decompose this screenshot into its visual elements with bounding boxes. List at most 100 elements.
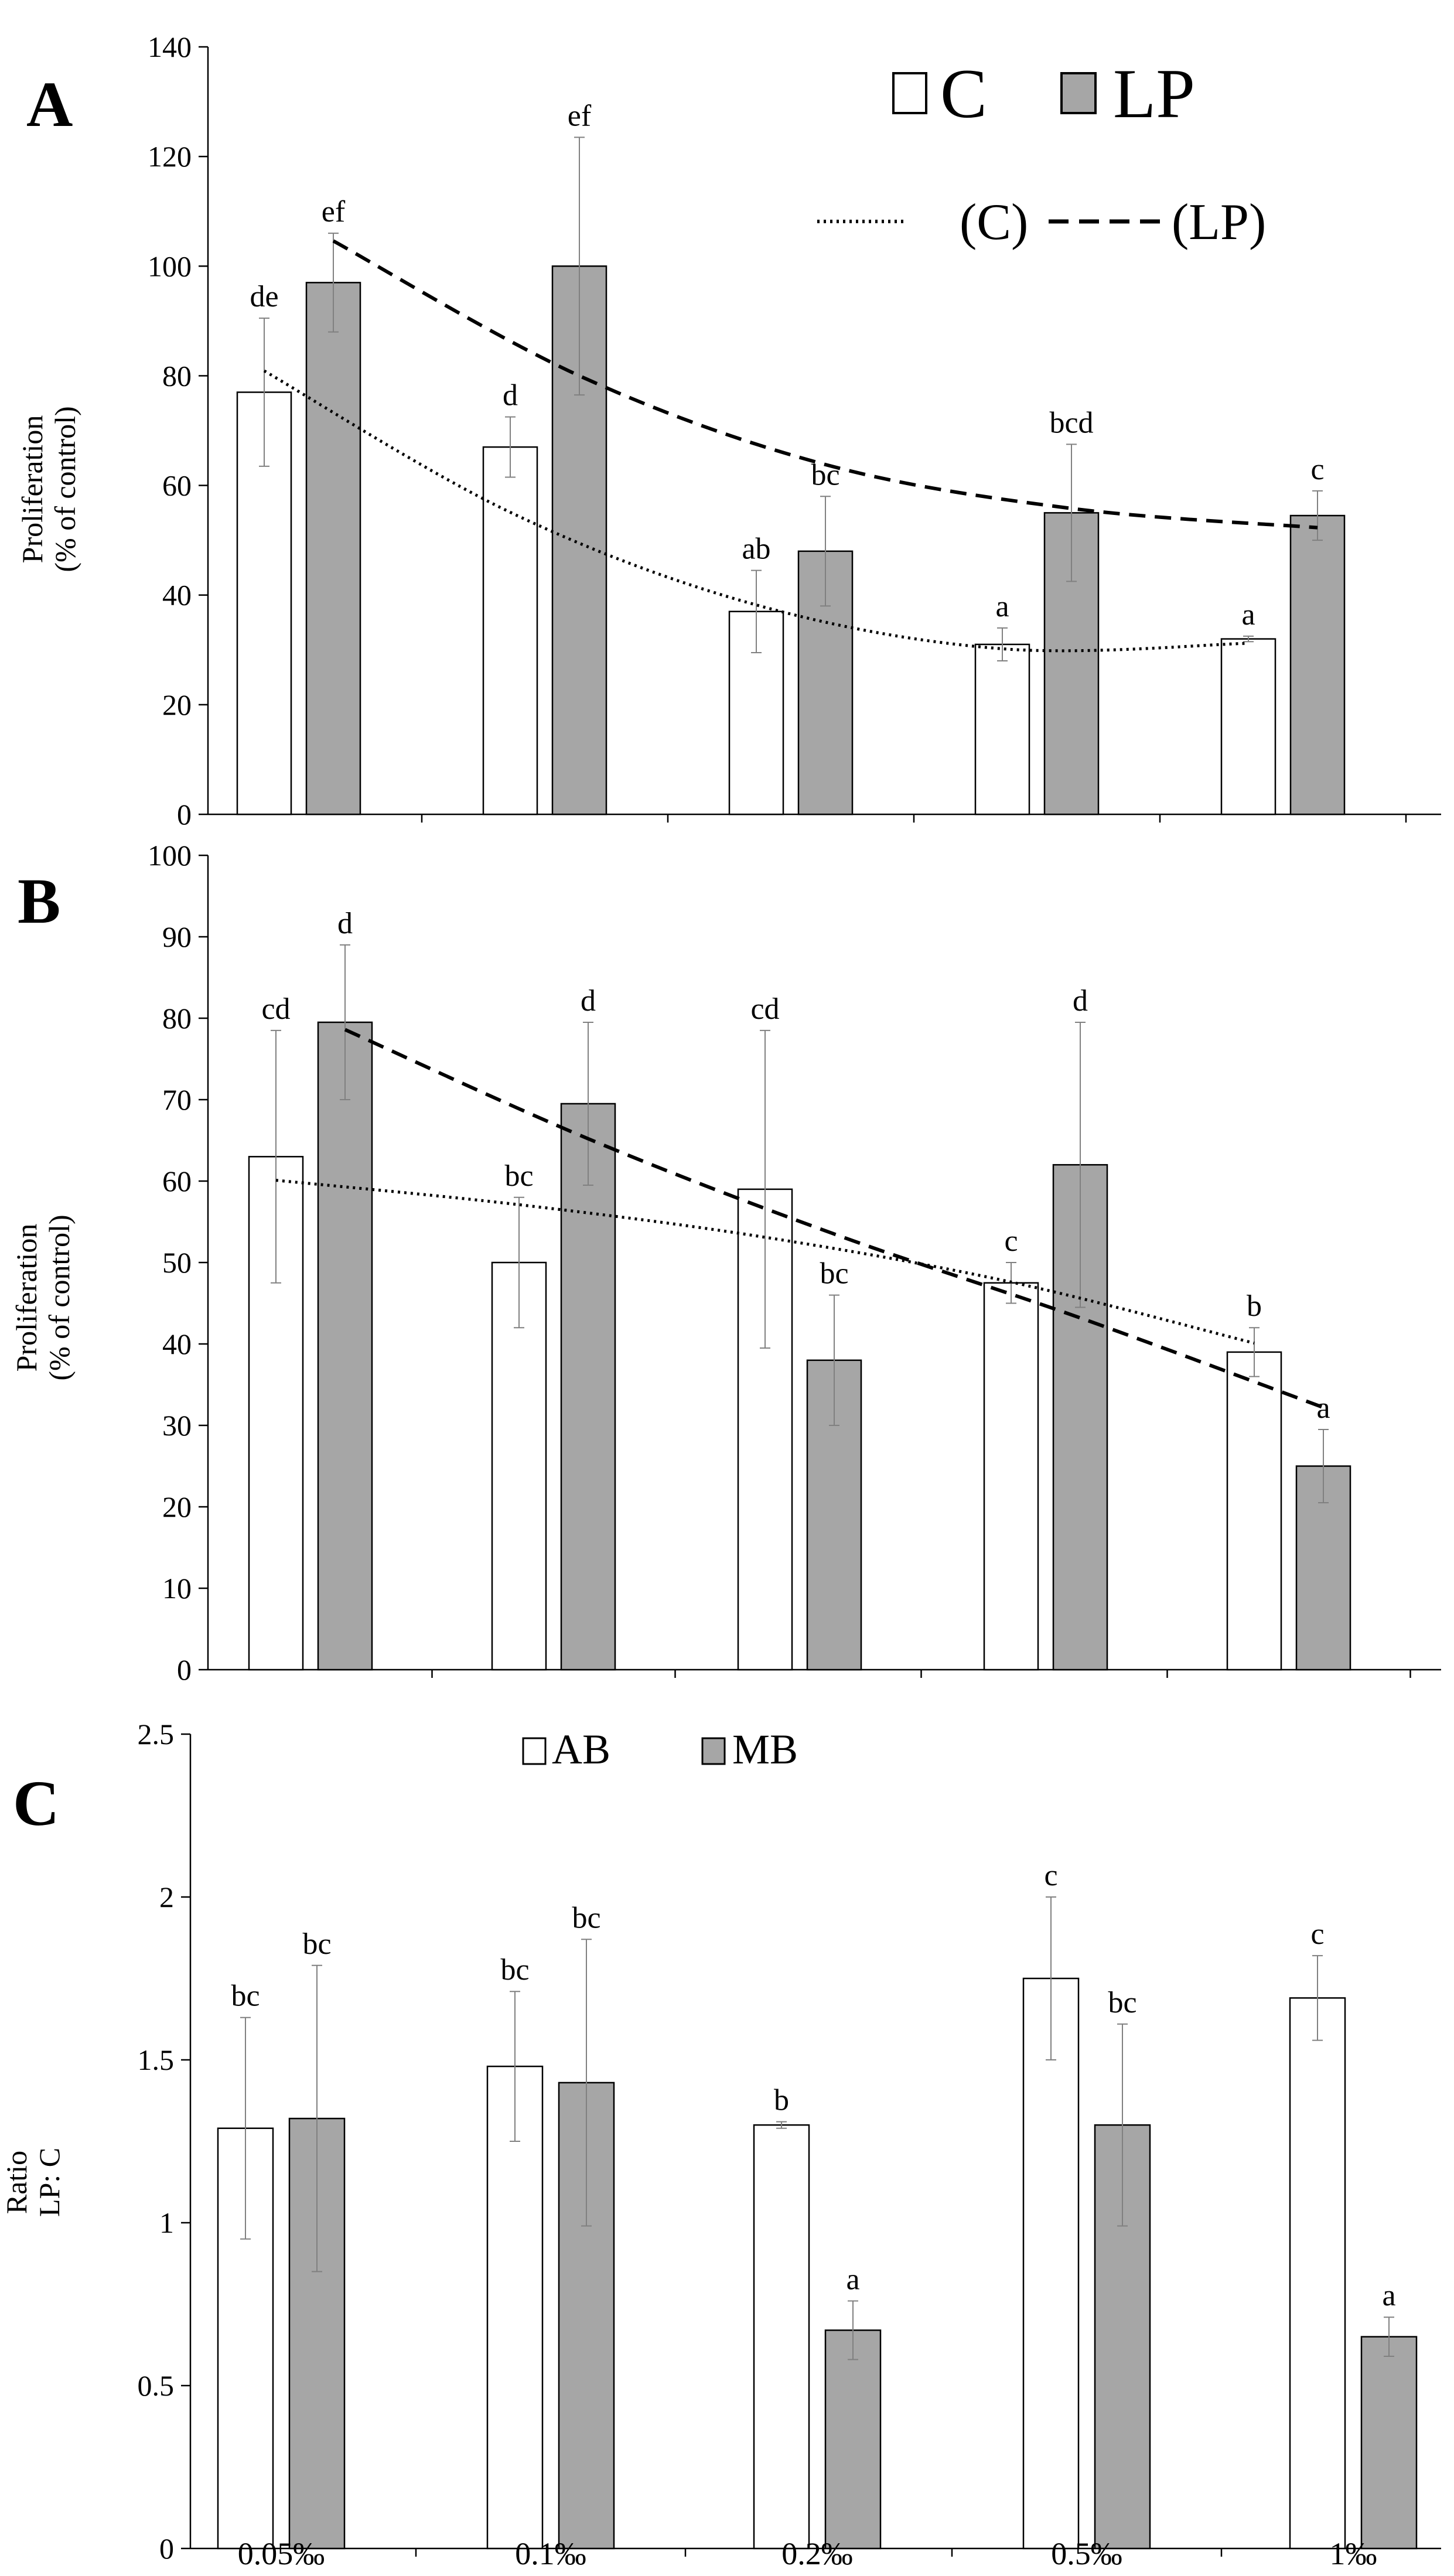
panel-a-trendline-dotted <box>263 369 1249 653</box>
panel-b-ytick-label: 80 <box>162 1002 192 1035</box>
panel-c-ylabel: Ratio LP: C <box>0 2148 66 2217</box>
panel-b-sig-label: d <box>1073 984 1088 1018</box>
panel-b-ytick-label: 50 <box>162 1246 192 1279</box>
x-category-label: 0.5‰ <box>1051 2536 1122 2571</box>
panel-b-sig-label: bc <box>820 1257 848 1291</box>
panel-c-ytick-label: 0.5 <box>138 2369 175 2402</box>
legend-c-swatch-ab <box>522 1737 547 1765</box>
panel-c-sig-label: bc <box>302 1927 331 1961</box>
panel-a-bar-lp-4 <box>1289 514 1346 816</box>
panel-a-ytick-label: 40 <box>162 579 192 612</box>
panel-b-sig-label: bc <box>504 1159 533 1193</box>
panel-a-letter: A <box>26 69 73 140</box>
panel-c-bar-mb-2 <box>824 2329 882 2550</box>
panel-b-bar-c-1 <box>491 1261 547 1671</box>
legend-c-swatch-mb <box>701 1737 726 1765</box>
panel-a-sig-label: c <box>1310 453 1324 486</box>
panel-a-ytick-label: 100 <box>148 250 192 282</box>
panel-c-sig-label: c <box>1044 1859 1057 1892</box>
legend-a-swatch-c <box>892 72 927 114</box>
legend-a-swatch-lp <box>1060 72 1097 114</box>
panel-b-ylabel-line: (% of control) <box>43 1214 76 1380</box>
x-category-label: 0.1‰ <box>515 2536 586 2571</box>
panel-c-ylabel-line: LP: C <box>33 2148 66 2217</box>
x-category-label: 1‰ <box>1330 2536 1377 2571</box>
panel-a-sig-label: ab <box>742 533 770 566</box>
panel-a-ytick-label: 20 <box>162 688 192 721</box>
panel-b-sig-label: d <box>337 907 353 940</box>
panel-a-sig-label: ef <box>568 99 592 132</box>
panel-c-sig-label: a <box>846 2263 859 2296</box>
panel-c-ytick-label: 1 <box>159 2206 174 2239</box>
panel-a-sig-label: de <box>250 280 278 313</box>
panel-b-ytick-label: 0 <box>177 1653 192 1686</box>
legend-c-label-mb: MB <box>732 1726 798 1773</box>
panel-b-ytick-label: 30 <box>162 1409 192 1442</box>
panel-c-bar-ab-4 <box>1289 1997 1346 2550</box>
panel-b-letter: B <box>18 865 60 937</box>
panel-b-ylabel-line: Proliferation <box>10 1224 43 1372</box>
panel-c-sig-label: bc <box>1108 1986 1136 2019</box>
panel-a-bar-c-1 <box>482 446 538 816</box>
panel-c-sig-label: bc <box>500 1953 529 1987</box>
panel-c-sig-label: a <box>1382 2279 1395 2312</box>
panel-a-ytick-label: 60 <box>162 469 192 502</box>
panel-b-sig-label: d <box>581 984 596 1018</box>
panel-b-ytick-label: 40 <box>162 1328 192 1360</box>
panel-a-sig-label: a <box>1241 598 1255 632</box>
panel-b-ytick-label: 100 <box>148 839 192 872</box>
panel-b-sig-label: cd <box>261 992 290 1026</box>
panel-b-ytick-label: 10 <box>162 1572 192 1605</box>
panel-b-sig-label: cd <box>750 992 779 1026</box>
panel-b-bar-c-3 <box>983 1282 1039 1671</box>
panel-c-bar-mb-4 <box>1360 2336 1418 2550</box>
panel-a-ytick-label: 140 <box>148 30 192 63</box>
panel-a-ytick-label: 120 <box>148 140 192 173</box>
panel-b-sig-label: b <box>1247 1289 1262 1323</box>
panel-a-sig-label: bcd <box>1049 406 1093 439</box>
panel-b-ytick-label: 60 <box>162 1165 192 1197</box>
panel-b-ylabel: Proliferation (% of control) <box>10 1214 76 1380</box>
panel-a-bar-c-4 <box>1220 638 1276 816</box>
panel-a-ytick-label: 80 <box>162 359 192 392</box>
panel-a-bar-lp-0 <box>305 282 361 816</box>
panel-a-bar-c-3 <box>974 643 1030 816</box>
panel-c-bar-ab-1 <box>486 2065 544 2550</box>
x-category-label: 0.2‰ <box>781 2536 853 2571</box>
panel-b-sig-label: a <box>1316 1391 1330 1425</box>
panel-a-ylabel-line: (% of control) <box>49 406 81 572</box>
panel-a-sig-label: a <box>995 590 1009 623</box>
panel-a-sig-label: d <box>503 379 518 412</box>
panel-b-ytick-label: 70 <box>162 1083 192 1116</box>
panel-b-sig-label: c <box>1004 1224 1018 1258</box>
panel-a-trendline-dashed <box>332 239 1318 530</box>
legend-a-label-trend-c: (C) <box>960 194 1028 251</box>
panel-a-ytick-label: 0 <box>177 798 192 831</box>
panel-b-bar-lp-0 <box>317 1021 373 1671</box>
panel-c-ytick-label: 0 <box>159 2532 174 2565</box>
legend-a-label-c: C <box>940 54 987 132</box>
legend-c-label-ab: AB <box>552 1726 610 1773</box>
panel-c-letter: C <box>13 1768 59 1839</box>
panel-a-ylabel-line: Proliferation <box>16 415 49 564</box>
panel-b-bar-lp-1 <box>560 1103 616 1671</box>
x-category-label: 0.05‰ <box>238 2536 325 2571</box>
panel-c-bar-ab-3 <box>1022 1977 1080 2550</box>
panel-c-ytick-label: 2 <box>159 1881 174 1913</box>
panel-c-sig-label: bc <box>231 1980 260 2013</box>
panel-b-bar-c-4 <box>1226 1351 1282 1671</box>
panel-b-trendline-dashed <box>344 1028 1325 1410</box>
panel-a-sig-label: ef <box>322 195 346 228</box>
legend-a-label-lp: LP <box>1113 54 1195 132</box>
panel-b-ytick-label: 20 <box>162 1490 192 1523</box>
panel-b-ytick-label: 90 <box>162 920 192 953</box>
panel-c-sig-label: bc <box>572 1901 600 1934</box>
panel-c-sig-label: b <box>774 2084 789 2117</box>
panel-c-ytick-label: 1.5 <box>138 2043 175 2076</box>
panel-c-ylabel-line: Ratio <box>0 2151 33 2214</box>
panel-c-sig-label: c <box>1310 1918 1324 1951</box>
panel-a-ylabel: Proliferation (% of control) <box>16 406 81 572</box>
legend-a-label-trend-lp: (LP) <box>1172 194 1266 251</box>
panel-c-ytick-label: 2.5 <box>138 1718 175 1751</box>
